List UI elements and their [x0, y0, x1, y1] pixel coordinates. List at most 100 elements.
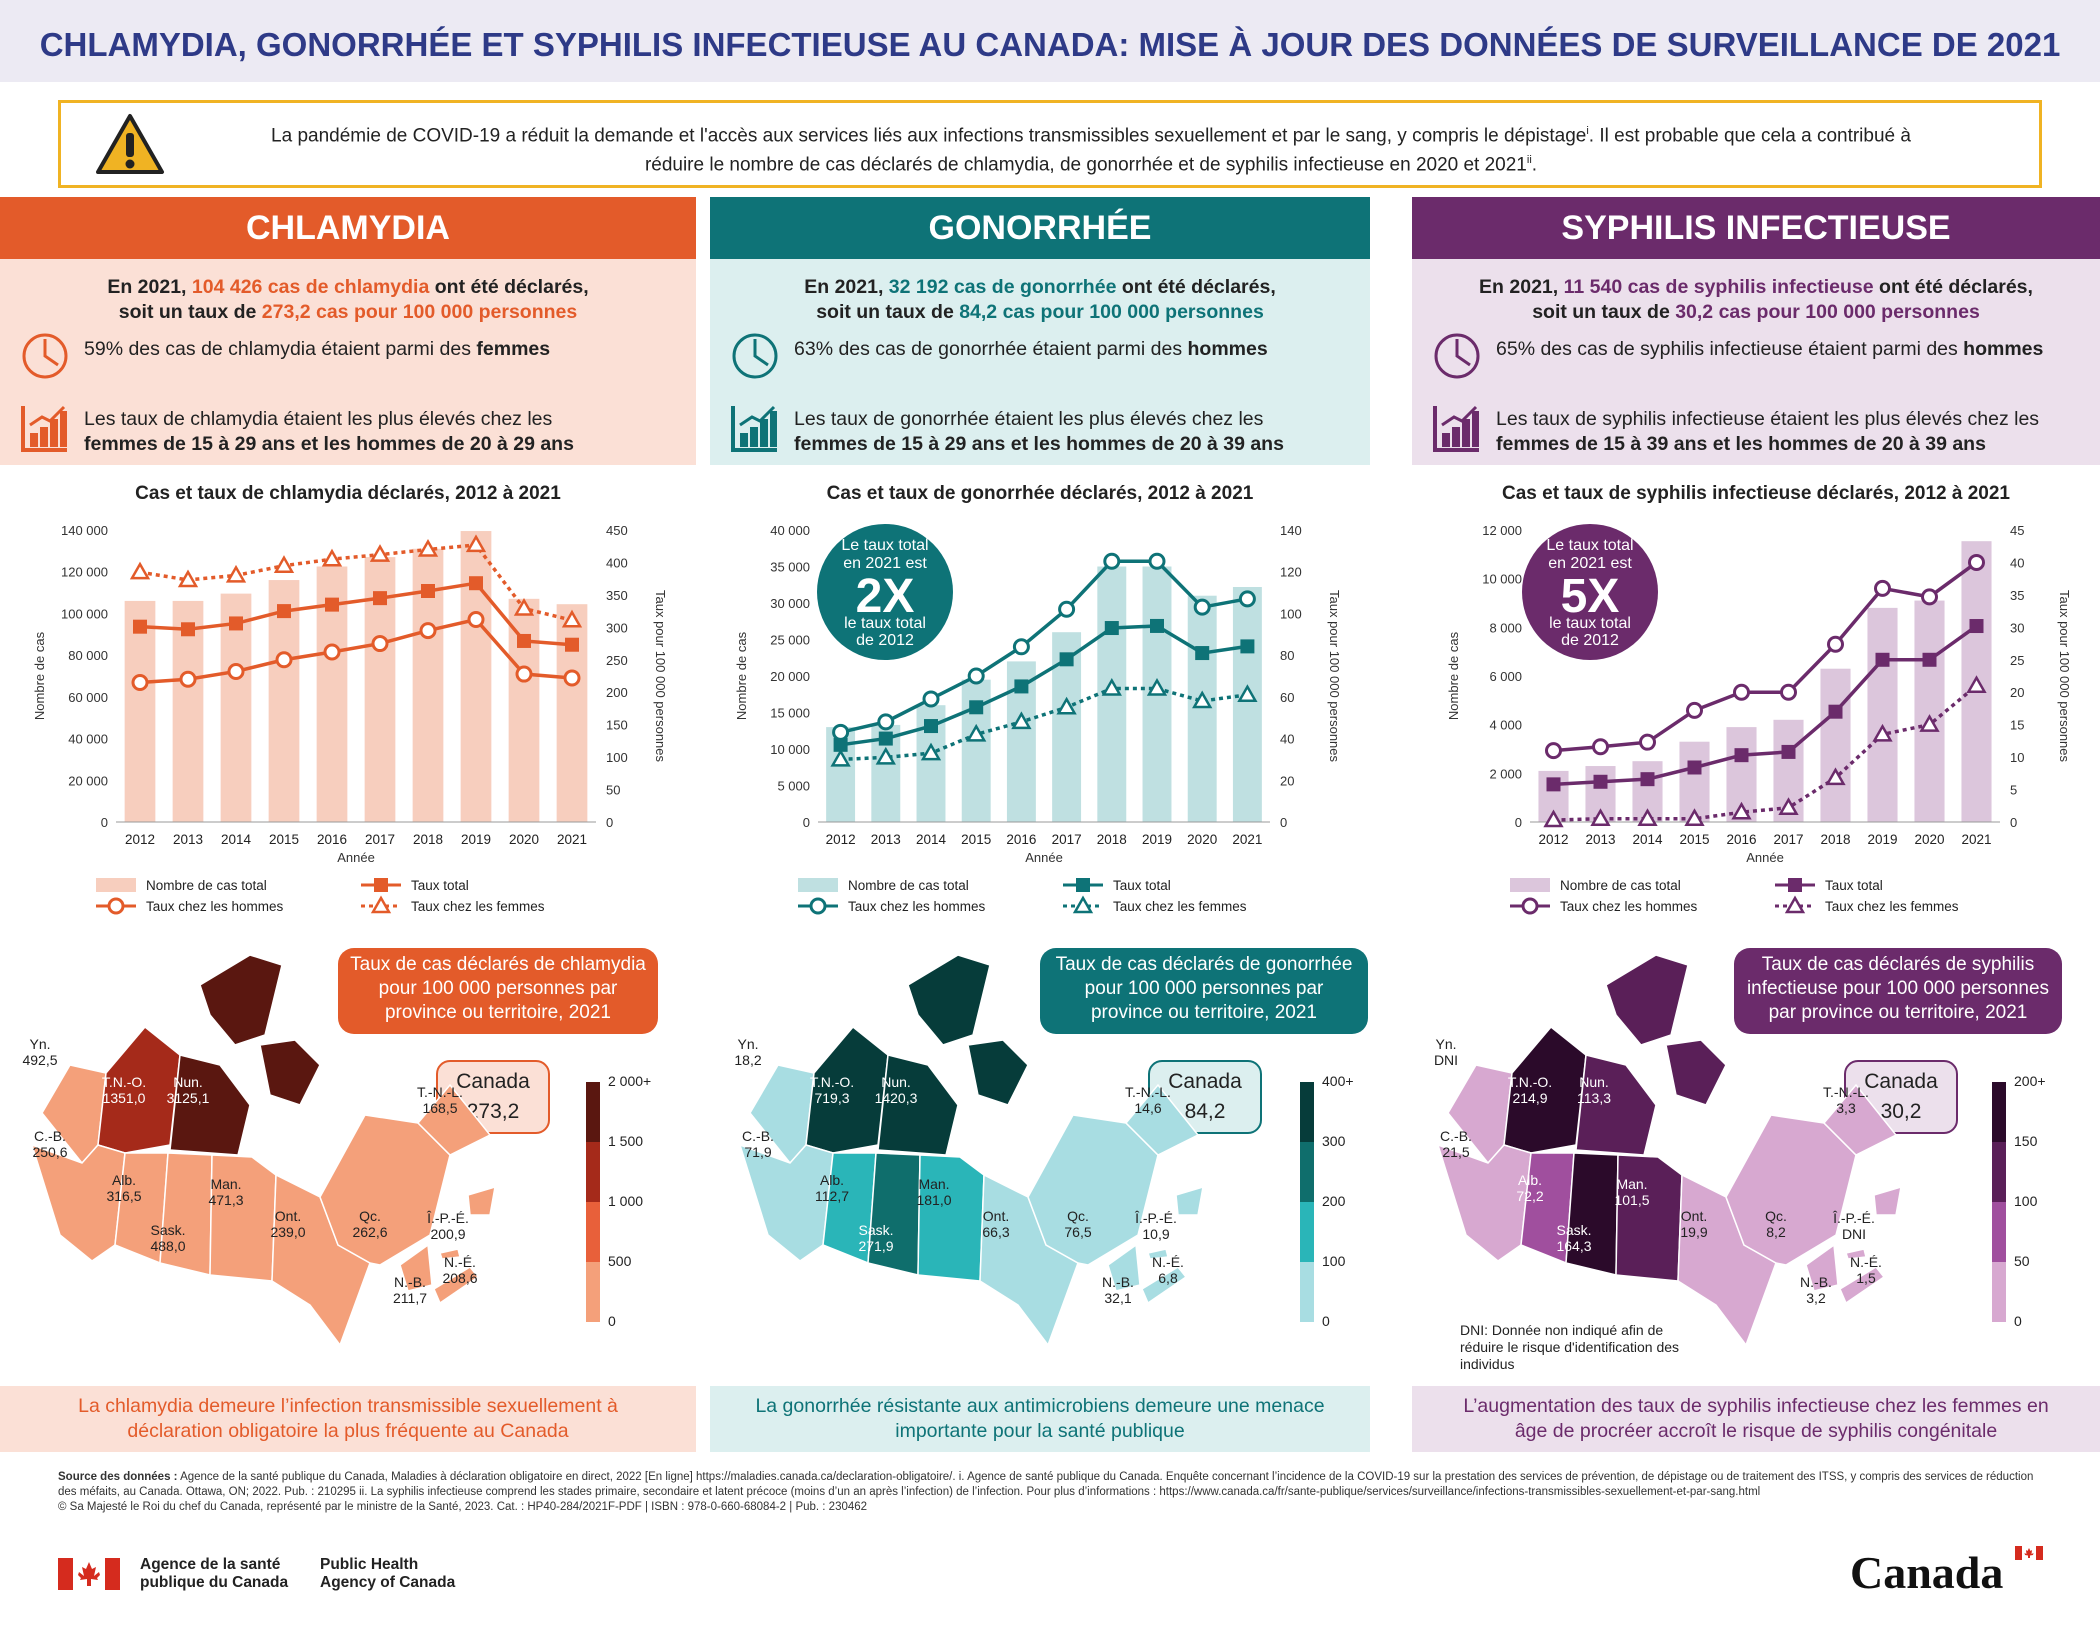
- data-point: [1828, 704, 1843, 719]
- scale-swatch: [586, 1082, 600, 1142]
- data-point: [1592, 738, 1609, 756]
- x-tick-label: 2019: [1867, 832, 1897, 847]
- data-point: [1148, 552, 1166, 570]
- syphilis-canada-map: Yn. DNI T.N.-O. 214,9 Nun. 113,3 C.-B. 21,5 Alb.…: [1434, 954, 1902, 1347]
- data-point: [875, 746, 896, 765]
- province-Î.-P.-É.: [439, 1248, 461, 1260]
- syphilis-chart-title: Cas et taux de syphilis infectieuse décl…: [1502, 483, 2010, 504]
- data-point: [1103, 552, 1121, 570]
- y-tick-label: 12 000: [1482, 523, 1522, 538]
- data-point: [513, 597, 535, 616]
- x-tick-label: 2019: [461, 832, 491, 847]
- province-T.-N.-L.: [1124, 1083, 1204, 1216]
- province-label: Qc. 8,2: [1765, 1208, 1787, 1240]
- bar: [220, 593, 252, 822]
- pie-clock-icon: [1434, 333, 1480, 379]
- province-label: Ont. 239,0: [270, 1208, 305, 1240]
- scale-label: 100: [2014, 1193, 2038, 1209]
- province-N.-É.: [433, 1266, 480, 1305]
- x-axis-label: Année: [1746, 850, 1784, 865]
- y-tick-label: 6 000: [1489, 669, 1522, 684]
- legend-label: Nombre de cas total: [146, 878, 267, 893]
- y-tick-label: 30 000: [770, 596, 810, 611]
- data-point: [323, 643, 341, 661]
- y-tick-label: 10 000: [770, 742, 810, 757]
- province-N.-B.: [1107, 1243, 1141, 1292]
- province-label: Qc. 262,6: [352, 1208, 387, 1240]
- y2-axis-label: Taux pour 100 000 personnes: [653, 590, 668, 763]
- gonorrhee-map-callout: Taux de cas déclarés de gonorrhée pour 1…: [1040, 948, 1368, 1034]
- bar: [1867, 607, 1898, 822]
- scale-label: 300: [1322, 1133, 1346, 1149]
- x-tick-label: 2020: [1914, 832, 1944, 847]
- scale-swatch: [586, 1202, 600, 1262]
- scale-label: 0: [1322, 1313, 1330, 1329]
- legend-label: Nombre de cas total: [848, 878, 969, 893]
- y2-tick-label: 45: [2010, 523, 2024, 538]
- province-label: Man. 101,5: [1614, 1176, 1649, 1208]
- data-point: [1640, 772, 1655, 787]
- data-point: [1872, 723, 1893, 742]
- province-T.-N.-L.: [416, 1083, 496, 1216]
- column-chlamydia: CHLAMYDIA En 2021, 104 426 cas de chlamyd…: [0, 197, 696, 1452]
- data-point: [833, 737, 848, 752]
- data-point: [1922, 652, 1937, 667]
- x-tick-label: 2014: [916, 832, 947, 847]
- data-point: [1969, 619, 1984, 634]
- page-title: CHLAMYDIA, GONORRHÉE ET SYPHILIS INFECTI…: [39, 26, 2061, 63]
- syphilis-footer-message: L’augmentation des taux de syphilis infe…: [1412, 1386, 2100, 1452]
- y-tick-label: 80 000: [68, 648, 108, 663]
- bar: [556, 604, 588, 822]
- x-tick-label: 2018: [1820, 832, 1850, 847]
- data-point: [1874, 579, 1891, 597]
- data-point: [1919, 714, 1940, 732]
- chlamydia-heading: CHLAMYDIA: [0, 197, 696, 259]
- data-point: [1875, 652, 1890, 667]
- province-label: T.N.-O. 719,3: [810, 1074, 854, 1106]
- pie-clock-icon: [22, 333, 68, 379]
- data-point: [1058, 600, 1076, 618]
- scale-swatch: [586, 1262, 600, 1322]
- data-point: [1966, 675, 1987, 693]
- province-label: N.-É. 208,6: [442, 1254, 477, 1286]
- y2-axis-label: Taux pour 100 000 personnes: [2057, 590, 2072, 763]
- x-tick-label: 2014: [221, 832, 252, 847]
- data-point: [133, 619, 147, 634]
- data-point: [229, 616, 243, 631]
- legend-label: Taux total: [411, 878, 469, 893]
- data-point: [1014, 679, 1029, 694]
- scale-swatch: [1300, 1202, 1314, 1262]
- data-point: [321, 548, 343, 567]
- province-label: T.-N.-L. 3,3: [1823, 1084, 1869, 1116]
- y2-tick-label: 400: [606, 555, 628, 570]
- title-bar: [0, 0, 2100, 82]
- y2-tick-label: 30: [2010, 620, 2024, 635]
- province-Qc.: [319, 1114, 451, 1266]
- data-point: [1686, 701, 1703, 719]
- data-point: [1193, 598, 1211, 616]
- data-point: [1104, 621, 1119, 636]
- gonorrhee-age-stat: Les taux de gonorrhée étaient les plus é…: [722, 405, 1362, 461]
- x-tick-label: 2012: [125, 832, 155, 847]
- syphilis-heading: SYPHILIS INFECTIEUSE: [1412, 197, 2100, 259]
- x-tick-label: 2014: [1632, 832, 1663, 847]
- bar: [1187, 595, 1217, 822]
- y-tick-label: 5 000: [777, 779, 810, 794]
- bar: [1232, 586, 1262, 822]
- scale-label: 2 000+: [608, 1073, 652, 1089]
- province-Sask.: [867, 1152, 921, 1276]
- data-point: [421, 583, 435, 598]
- legend-label: Taux chez les hommes: [848, 899, 986, 914]
- province-label: Ont. 19,9: [1680, 1208, 1707, 1240]
- series-line: [840, 559, 1248, 735]
- province-Î.-P.-É.: [1147, 1248, 1169, 1260]
- province-Nun.: [877, 954, 1029, 1156]
- series-line: [139, 617, 573, 685]
- agency-name-fr: Agence de la santé publique du Canada: [140, 1556, 289, 1591]
- y2-tick-label: 5: [2010, 783, 2017, 798]
- data-point: [1780, 683, 1797, 701]
- bar: [172, 600, 204, 822]
- data-point: [565, 637, 579, 652]
- scale-label: 200: [1322, 1193, 1346, 1209]
